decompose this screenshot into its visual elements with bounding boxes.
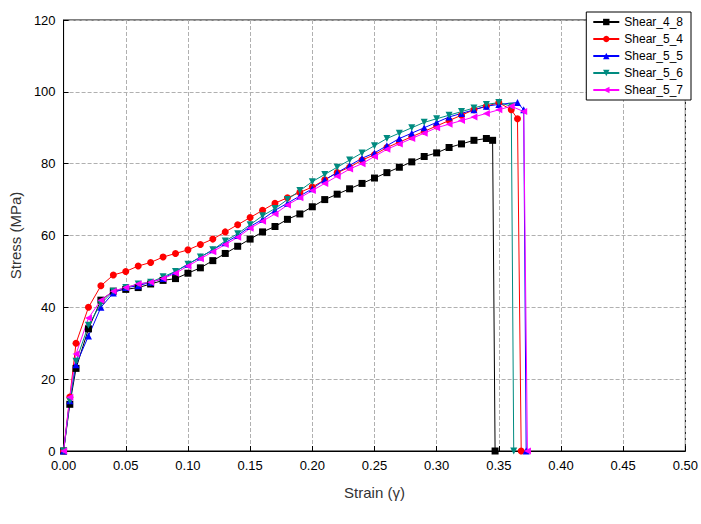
svg-text:0.25: 0.25 bbox=[362, 458, 387, 473]
svg-text:0.50: 0.50 bbox=[673, 458, 698, 473]
svg-text:0.15: 0.15 bbox=[237, 458, 262, 473]
svg-text:120: 120 bbox=[34, 13, 56, 28]
svg-text:Strain (γ): Strain (γ) bbox=[344, 484, 405, 501]
svg-text:0.35: 0.35 bbox=[486, 458, 511, 473]
svg-text:0.45: 0.45 bbox=[611, 458, 636, 473]
svg-text:0.20: 0.20 bbox=[300, 458, 325, 473]
svg-text:Shear_5_4: Shear_5_4 bbox=[624, 32, 683, 46]
svg-text:0.40: 0.40 bbox=[548, 458, 573, 473]
svg-text:0: 0 bbox=[48, 444, 55, 459]
svg-text:Shear_4_8: Shear_4_8 bbox=[624, 15, 683, 29]
svg-text:Shear_5_6: Shear_5_6 bbox=[624, 66, 683, 80]
svg-text:80: 80 bbox=[41, 156, 55, 171]
svg-text:0.10: 0.10 bbox=[175, 458, 200, 473]
svg-text:40: 40 bbox=[41, 300, 55, 315]
svg-text:Shear_5_5: Shear_5_5 bbox=[624, 49, 683, 63]
svg-text:Shear_5_7: Shear_5_7 bbox=[624, 83, 683, 97]
svg-text:0.30: 0.30 bbox=[424, 458, 449, 473]
svg-text:20: 20 bbox=[41, 372, 55, 387]
svg-text:60: 60 bbox=[41, 228, 55, 243]
svg-text:0.05: 0.05 bbox=[113, 458, 138, 473]
svg-text:0.00: 0.00 bbox=[51, 458, 76, 473]
svg-text:100: 100 bbox=[34, 84, 56, 99]
svg-text:Stress (MPa): Stress (MPa) bbox=[7, 192, 24, 280]
